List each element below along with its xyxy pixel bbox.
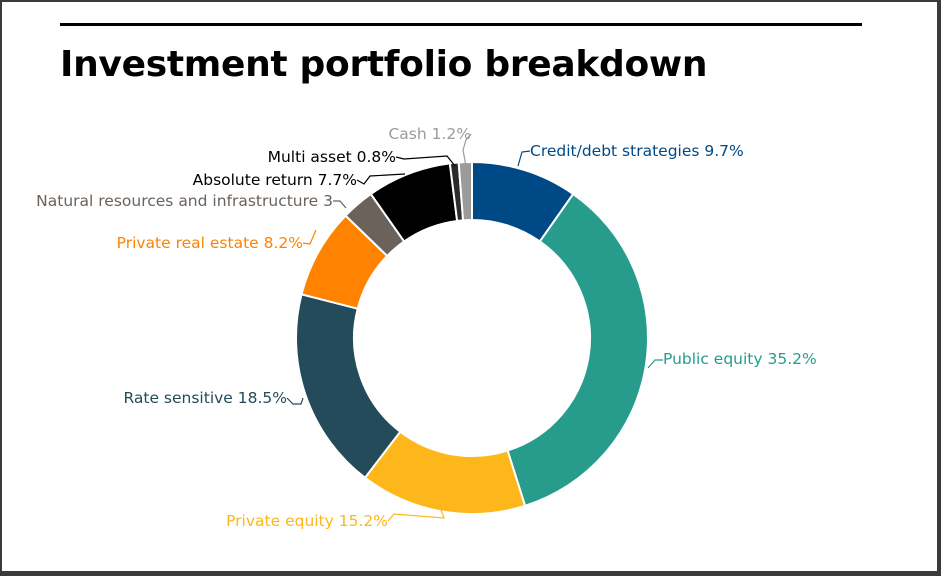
leader-line-2 (387, 509, 445, 522)
leader-line-3 (286, 397, 304, 405)
donut-slice-3 (295, 293, 402, 480)
top-rule (60, 23, 862, 26)
leader-line-8 (462, 133, 472, 167)
leader-line-6 (356, 173, 406, 185)
slice-label-3: Rate sensitive 18.5% (123, 389, 287, 407)
slice-label-6: Absolute return 7.7% (193, 171, 357, 189)
slice-label-5: Natural resources and infrastructure 3 (36, 192, 333, 210)
leader-line-1 (647, 359, 663, 369)
leader-line-0 (517, 150, 531, 167)
leader-line-5 (333, 200, 347, 209)
leader-line-4 (302, 229, 317, 245)
slice-label-0: Credit/debt strategies 9.7% (530, 142, 744, 160)
slice-label-8: Cash 1.2% (388, 125, 471, 143)
chart-title: Investment portfolio breakdown (60, 44, 708, 85)
donut-slice-8 (457, 160, 473, 222)
slice-label-1: Public equity 35.2% (663, 350, 817, 368)
slice-label-2: Private equity 15.2% (226, 512, 388, 530)
slice-label-4: Private real estate 8.2% (117, 234, 303, 252)
leader-line-7 (395, 155, 456, 167)
slice-label-7: Multi asset 0.8% (268, 148, 396, 166)
donut-slice-1 (506, 192, 649, 508)
